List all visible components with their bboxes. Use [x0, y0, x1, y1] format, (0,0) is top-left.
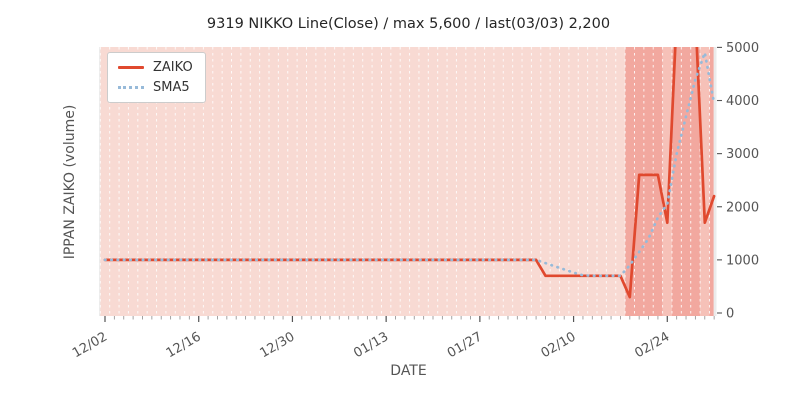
x-tick-label: 02/24	[632, 329, 672, 361]
legend-label-sma5: SMA5	[153, 80, 190, 95]
y-tick-label: 4000	[726, 94, 759, 109]
background-band	[709, 47, 714, 316]
x-tick-label: 12/30	[257, 329, 297, 361]
x-tick-label: 12/16	[164, 329, 204, 361]
y-tick-label: 2000	[726, 200, 759, 215]
chart-title: 9319 NIKKO Line(Close) / max 5,600 / las…	[206, 16, 611, 32]
y-tick-label: 3000	[726, 147, 759, 162]
background-band	[700, 47, 710, 316]
sma5-line-swatch	[118, 86, 144, 89]
x-tick-label: 01/13	[351, 329, 391, 361]
legend-item-zaiko: ZAIKO	[118, 61, 193, 74]
x-tick-label: 02/10	[539, 329, 579, 361]
y-tick-label: 5000	[726, 41, 759, 56]
y-tick-label: 0	[726, 307, 734, 322]
x-tick-label: 12/02	[70, 329, 110, 361]
y-axis-title: IPPAN ZAIKO (volume)	[62, 104, 78, 260]
sma5-line	[103, 51, 716, 278]
background-band	[671, 47, 701, 316]
legend-label-zaiko: ZAIKO	[153, 60, 193, 75]
y-tick-label: 1000	[726, 253, 759, 268]
zaiko-line-swatch	[118, 66, 144, 69]
series-group	[103, 47, 716, 299]
legend: ZAIKO SMA5	[107, 52, 206, 103]
legend-item-sma5: SMA5	[118, 81, 193, 94]
x-axis-title: DATE	[390, 363, 427, 379]
background-band	[662, 47, 672, 316]
x-tick-label: 01/27	[445, 329, 485, 361]
